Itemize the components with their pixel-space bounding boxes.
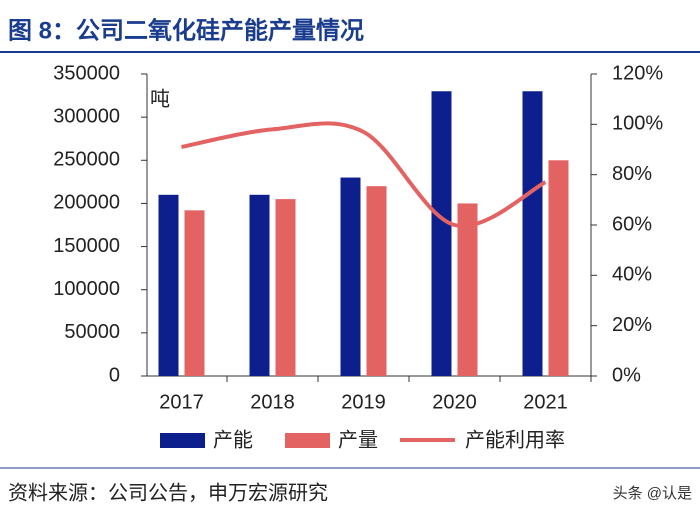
- bar: [249, 194, 270, 376]
- y2-tick-label: 80%: [612, 163, 652, 185]
- y-tick-label: 200000: [53, 192, 120, 214]
- unit-label: 吨: [150, 87, 170, 110]
- x-tick-label: 2020: [432, 391, 477, 413]
- bar: [340, 177, 361, 376]
- bar: [184, 210, 205, 376]
- y2-tick-label: 40%: [612, 264, 652, 286]
- y2-tick-label: 120%: [612, 62, 663, 84]
- bar: [548, 160, 569, 376]
- source: 资料来源：公司公告，申万宏源研究: [8, 481, 328, 504]
- y2-tick-label: 100%: [612, 113, 663, 135]
- legend-swatch: [285, 433, 330, 448]
- bar: [522, 91, 543, 376]
- y-tick-label: 100000: [53, 278, 120, 300]
- y-tick-label: 150000: [53, 235, 120, 257]
- legend-label: 产能利用率: [465, 428, 565, 451]
- x-tick-label: 2021: [523, 391, 568, 413]
- y-tick-label: 250000: [53, 149, 120, 171]
- x-tick-label: 2018: [250, 391, 295, 413]
- bar: [275, 199, 296, 376]
- bar: [366, 186, 387, 376]
- legend-label: 产量: [338, 428, 378, 451]
- y2-tick-label: 20%: [612, 314, 652, 336]
- y-tick-label: 300000: [53, 105, 120, 127]
- bar: [457, 203, 478, 376]
- y2-tick-label: 0%: [612, 364, 641, 386]
- x-tick-label: 2017: [159, 391, 204, 413]
- x-tick-label: 2019: [341, 391, 386, 413]
- y-tick-label: 350000: [53, 62, 120, 84]
- legend-swatch: [160, 433, 205, 448]
- legend-label: 产能: [213, 428, 253, 451]
- bar: [158, 194, 179, 376]
- bar: [431, 91, 452, 376]
- y-tick-label: 0: [109, 364, 120, 386]
- line: [181, 121, 547, 229]
- y2-tick-label: 60%: [612, 213, 652, 235]
- watermark: 头条 @认是: [613, 485, 692, 502]
- title: 图 8：公司二氧化硅产能产量情况: [8, 16, 364, 44]
- y-tick-label: 50000: [64, 321, 120, 343]
